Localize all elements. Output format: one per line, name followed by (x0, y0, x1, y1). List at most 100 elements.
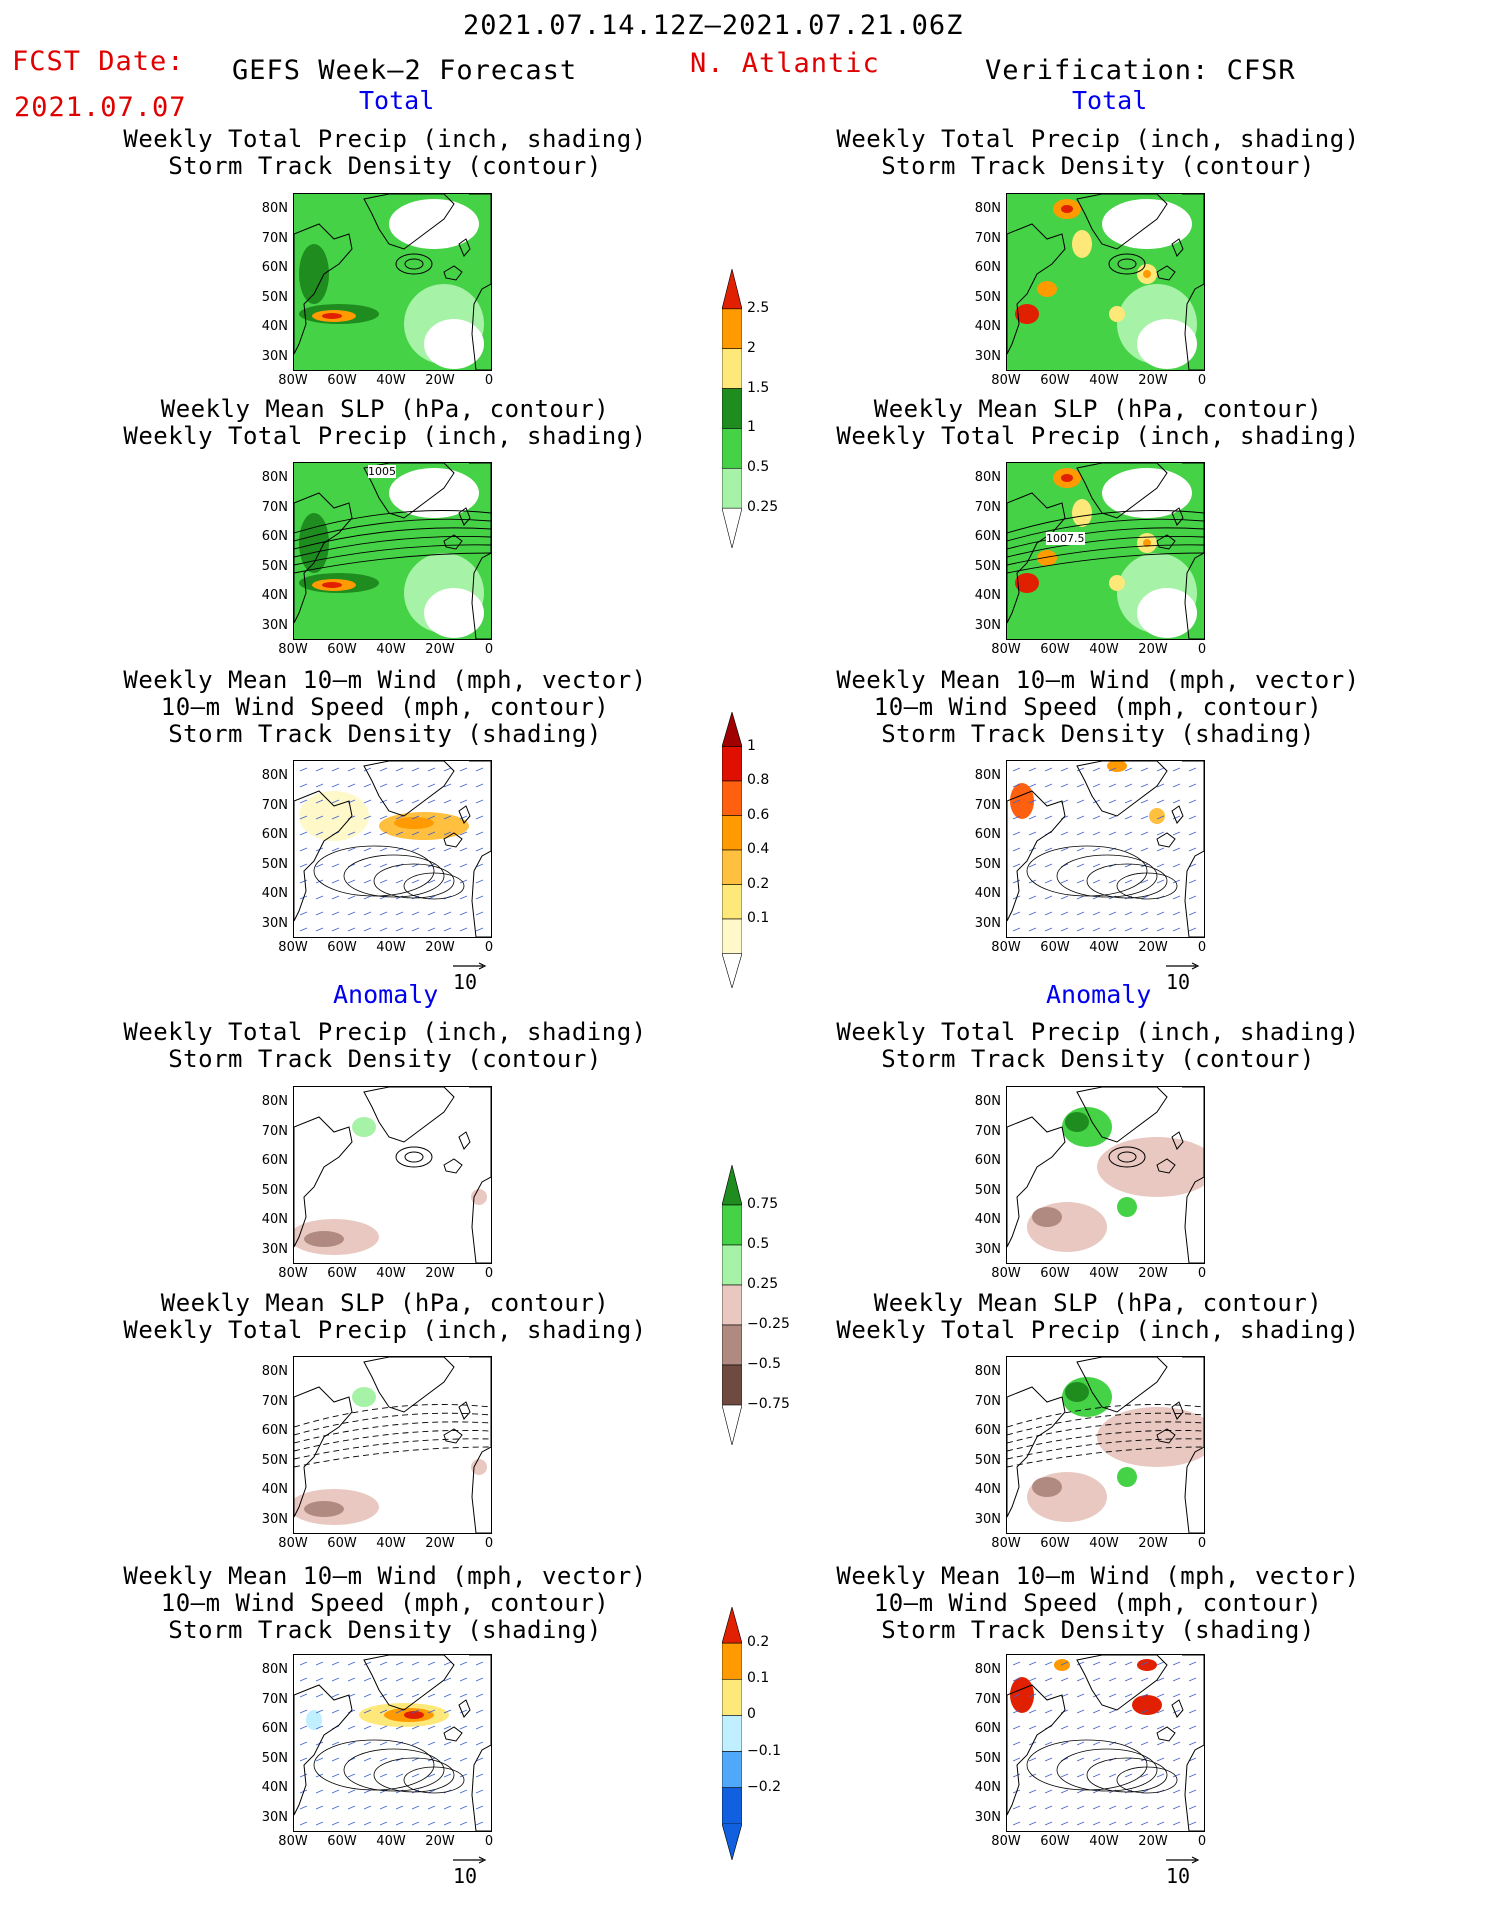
panel-title-left-3: Weekly Total Precip (inch, shading) Storm… (95, 1019, 675, 1073)
lon-tick-label: 40W (376, 642, 406, 657)
map-left-slp_precip-total (293, 462, 492, 640)
panel-title-line: Weekly Total Precip (inch, shading) (836, 422, 1360, 450)
panel-title-line: 10–m Wind Speed (mph, contour) (873, 693, 1323, 721)
panel-title-line: Storm Track Density (contour) (168, 1045, 602, 1073)
panel-title-line: Storm Track Density (shading) (168, 1616, 602, 1644)
lon-tick-label: 60W (1040, 373, 1070, 388)
section-total-right: Total (1072, 86, 1148, 115)
section-anomaly-left: Anomaly (333, 980, 439, 1009)
vector-reference: 10 (1166, 1856, 1200, 1888)
lon-tick-label: 60W (327, 1536, 357, 1551)
lon-tick-label: 20W (1138, 940, 1168, 955)
lon-tick-label: 80W (278, 642, 308, 657)
lat-tick-label: 80N (261, 1364, 288, 1379)
lat-tick-label: 60N (974, 1423, 1001, 1438)
panel-title-line: Storm Track Density (shading) (881, 1616, 1315, 1644)
panel-title-left-1: Weekly Mean SLP (hPa, contour) Weekly Tot… (95, 396, 675, 450)
lat-tick-label: 30N (974, 1809, 1001, 1825)
colorbar-label-track_anom: 0.2 (747, 1634, 770, 1651)
lat-tick-label: 40N (261, 1482, 288, 1497)
lon-tick-label: 80W (991, 1834, 1021, 1849)
vector-reference: 10 (453, 962, 487, 994)
panel-title-line: 10–m Wind Speed (mph, contour) (160, 1589, 610, 1617)
lon-tick-label: 80W (278, 373, 308, 388)
panel-title-right-1: Weekly Mean SLP (hPa, contour) Weekly Tot… (808, 396, 1388, 450)
panel-title-line: Weekly Mean 10–m Wind (mph, vector) (123, 1562, 647, 1590)
lon-tick-label: 80W (991, 373, 1021, 388)
lon-tick-label: 20W (1138, 1266, 1168, 1281)
contour-label: 1005 (368, 465, 396, 478)
lon-tick-label: 60W (1040, 1536, 1070, 1551)
lat-tick-label: 80N (261, 470, 288, 485)
colorbar-label-precip_anom: −0.25 (747, 1316, 790, 1332)
lon-tick-label: 40W (1089, 373, 1119, 388)
region-label: N. Atlantic (690, 48, 880, 79)
lat-tick-label: 70N (261, 1393, 288, 1409)
panel-title-line: 10–m Wind Speed (mph, contour) (873, 1589, 1323, 1617)
lon-tick-label: 40W (1089, 1266, 1119, 1281)
lat-tick-label: 50N (974, 1182, 1001, 1198)
map-right-precip_track-total (1006, 193, 1205, 371)
lon-tick-label: 80W (991, 1536, 1021, 1551)
lat-tick-label: 70N (261, 1691, 288, 1707)
lat-tick-label: 60N (261, 260, 288, 275)
colorbar-label-track_total: 0.6 (747, 806, 770, 823)
panel-title-left-4: Weekly Mean SLP (hPa, contour) Weekly Tot… (95, 1290, 675, 1344)
colorbar-label-track_total: 0.1 (747, 910, 770, 926)
lon-tick-label: 0 (1197, 642, 1207, 657)
lon-tick-label: 0 (1197, 1536, 1207, 1551)
panel-title-line: Weekly Total Precip (inch, shading) (836, 125, 1360, 153)
lon-tick-label: 60W (1040, 1834, 1070, 1849)
lon-tick-label: 20W (425, 373, 455, 388)
lat-tick-label: 70N (974, 499, 1001, 515)
colorbar-label-precip_total: 2.5 (747, 299, 770, 316)
lon-tick-label: 40W (376, 1266, 406, 1281)
panel-title-right-2: Weekly Mean 10–m Wind (mph, vector) 10–m … (808, 667, 1388, 748)
lon-tick-label: 0 (484, 642, 494, 657)
lat-tick-label: 80N (261, 768, 288, 783)
panel-title-right-5: Weekly Mean 10–m Wind (mph, vector) 10–m … (808, 1563, 1388, 1644)
panel-title-line: Storm Track Density (shading) (881, 720, 1315, 748)
lat-tick-label: 40N (974, 1482, 1001, 1497)
lat-tick-label: 60N (261, 529, 288, 544)
lon-tick-label: 20W (425, 1834, 455, 1849)
lat-tick-label: 40N (974, 588, 1001, 603)
lat-tick-label: 80N (974, 1094, 1001, 1109)
lon-tick-label: 40W (1089, 642, 1119, 657)
vector-reference: 10 (453, 1856, 487, 1888)
panel-title-line: Weekly Mean SLP (hPa, contour) (873, 1289, 1323, 1317)
lat-tick-label: 30N (974, 348, 1001, 364)
panel-title-line: Weekly Total Precip (inch, shading) (836, 1018, 1360, 1046)
colorbar-label-precip_total: 0.25 (747, 499, 779, 516)
lat-tick-label: 80N (261, 201, 288, 216)
lon-tick-label: 40W (376, 373, 406, 388)
lon-tick-label: 60W (1040, 642, 1070, 657)
lon-tick-label: 0 (484, 373, 494, 388)
lat-tick-label: 50N (974, 289, 1001, 305)
lon-tick-label: 0 (1197, 1834, 1207, 1849)
lat-tick-label: 60N (974, 827, 1001, 842)
colorbar-label-track_total: 0.2 (747, 875, 770, 892)
lon-tick-label: 40W (1089, 1536, 1119, 1551)
lat-tick-label: 50N (974, 1750, 1001, 1766)
lat-tick-label: 50N (974, 1452, 1001, 1468)
panel-title-right-0: Weekly Total Precip (inch, shading) Storm… (808, 126, 1388, 180)
panel-title-left-2: Weekly Mean 10–m Wind (mph, vector) 10–m … (95, 667, 675, 748)
lat-tick-label: 60N (261, 827, 288, 842)
colorbar-label-precip_anom: 0.25 (747, 1276, 779, 1292)
colorbar-label-track_anom: −0.1 (747, 1742, 781, 1759)
colorbar-label-precip_total: 1 (747, 419, 756, 436)
map-left-slp_precip-anom (293, 1356, 492, 1534)
lon-tick-label: 20W (425, 1536, 455, 1551)
forecast-period: 2021.07.14.12Z–2021.07.21.06Z (463, 10, 964, 41)
lat-tick-label: 40N (261, 588, 288, 603)
lat-tick-label: 40N (261, 886, 288, 901)
vector-reference-label: 10 (453, 1864, 478, 1888)
panel-title-line: Storm Track Density (contour) (881, 1045, 1315, 1073)
panel-title-line: Storm Track Density (contour) (881, 152, 1315, 180)
colorbar-label-track_anom: −0.2 (747, 1778, 781, 1795)
lon-tick-label: 80W (278, 940, 308, 955)
panel-title-line: Weekly Mean SLP (hPa, contour) (873, 395, 1323, 423)
lat-tick-label: 30N (261, 1241, 288, 1257)
lat-tick-label: 80N (261, 1094, 288, 1109)
